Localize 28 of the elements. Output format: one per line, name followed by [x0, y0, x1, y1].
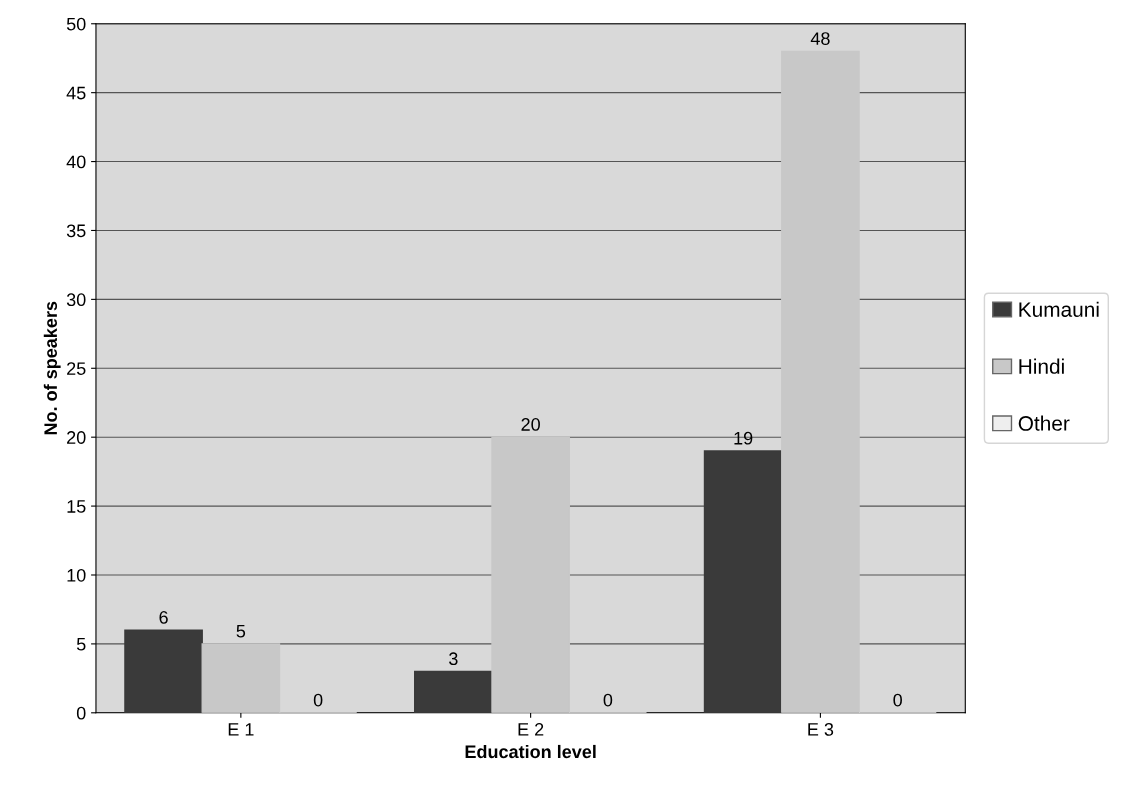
legend-label: Hindi	[1019, 358, 1064, 374]
y-axis-title: No. of speakers	[43, 301, 61, 435]
data-label: 0	[313, 693, 323, 707]
data-label: 0	[603, 693, 613, 707]
y-tick-label: 25	[67, 362, 86, 375]
y-tick-label: 5	[76, 638, 86, 651]
legend-label: Kumauni	[1019, 301, 1099, 317]
data-label: 6	[159, 610, 168, 624]
x-tick-label: E 1	[228, 723, 254, 736]
x-tick-label: E 3	[808, 723, 834, 736]
y-tick-label: 10	[67, 568, 86, 582]
data-label: 20	[521, 418, 540, 431]
data-label: 19	[734, 431, 753, 445]
y-tick-label: 15	[67, 500, 86, 513]
data-label: 0	[893, 693, 902, 707]
y-tick-label: 40	[66, 155, 86, 169]
data-label: 48	[810, 32, 830, 45]
data-label: 5	[236, 624, 246, 638]
x-tick-label: E 2	[518, 723, 544, 736]
x-axis-title: Education level	[465, 744, 596, 759]
y-tick-label: 0	[76, 706, 86, 720]
y-tick-label: 30	[66, 293, 86, 307]
data-label: 3	[449, 652, 458, 666]
y-tick-label: 45	[66, 86, 86, 100]
legend-label: Other	[1018, 415, 1070, 431]
y-tick-label: 50	[66, 17, 86, 31]
y-tick-label: 20	[67, 431, 86, 444]
y-tick-label: 35	[66, 224, 86, 238]
